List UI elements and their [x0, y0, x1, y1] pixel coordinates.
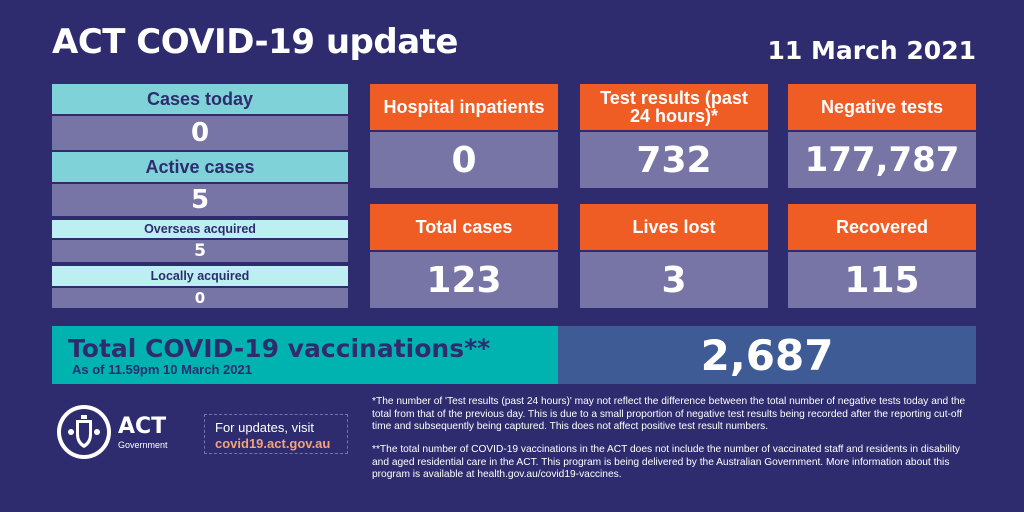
vaccinations-subtitle: As of 11.59pm 10 March 2021 — [72, 362, 252, 377]
negative-tests-label: Negative tests — [788, 84, 976, 130]
logo-name: ACT — [118, 414, 167, 439]
recovered-label: Recovered — [788, 204, 976, 250]
updates-url-link[interactable]: covid19.act.gov.au — [215, 436, 331, 451]
locally-acquired-value: 0 — [52, 288, 348, 308]
total-cases-value: 123 — [370, 252, 558, 308]
lives-lost-value: 3 — [580, 252, 768, 308]
active-cases-value: 5 — [52, 184, 348, 216]
update-date: 11 March 2021 — [767, 36, 976, 65]
vaccinations-label-panel — [52, 326, 558, 384]
footnote-vaccinations: **The total number of COVID-19 vaccinati… — [372, 444, 960, 480]
overseas-acquired-value: 5 — [52, 240, 348, 262]
vaccinations-title: Total COVID-19 vaccinations** — [68, 334, 491, 363]
updates-prefix: For updates, visit — [215, 420, 314, 435]
updates-box: For updates, visit covid19.act.gov.au — [204, 414, 348, 454]
hospital-inpatients-value: 0 — [370, 132, 558, 188]
negative-tests-value: 177,787 — [788, 132, 976, 188]
active-cases-label: Active cases — [52, 152, 348, 184]
cases-today-value: 0 — [52, 116, 348, 150]
act-coat-of-arms-icon — [56, 404, 112, 460]
test-results-label: Test results (past 24 hours)* — [580, 84, 768, 130]
test-results-value: 732 — [580, 132, 768, 188]
logo-sub: Government — [118, 440, 168, 450]
lives-lost-label: Lives lost — [580, 204, 768, 250]
locally-acquired-label: Locally acquired — [52, 266, 348, 286]
overseas-acquired-label: Overseas acquired — [52, 220, 348, 238]
cases-today-label: Cases today — [52, 84, 348, 116]
footnote-test-results: *The number of 'Test results (past 24 ho… — [372, 396, 966, 432]
hospital-inpatients-label: Hospital inpatients — [370, 84, 558, 130]
recovered-value: 115 — [788, 252, 976, 308]
page-title: ACT COVID-19 update — [52, 22, 458, 62]
vaccinations-value: 2,687 — [558, 326, 976, 384]
total-cases-label: Total cases — [370, 204, 558, 250]
